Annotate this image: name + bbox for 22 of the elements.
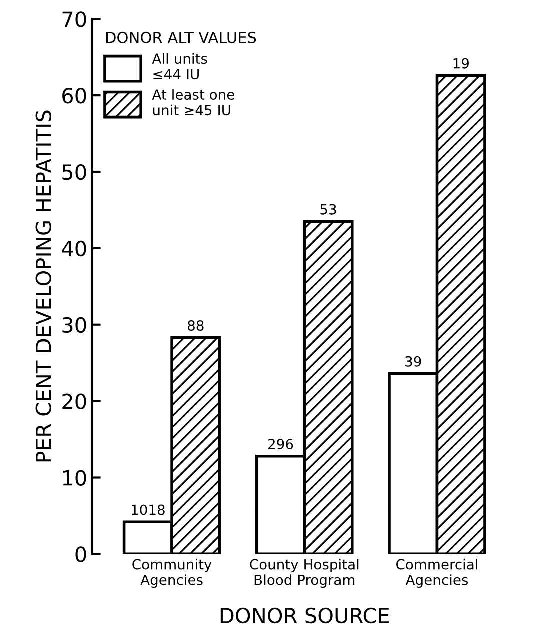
annotation: 1018 (132, 504, 165, 516)
annotation: 53 (320, 204, 336, 215)
x-axis-title: DONOR SOURCE (220, 608, 390, 624)
y-tick-label: 10 (63, 470, 86, 486)
legend-label: At least one unit ≥45 IU (152, 89, 234, 116)
annotation: 296 (268, 438, 294, 450)
y-tick-label: 0 (76, 546, 86, 562)
y-tick-label: 20 (62, 394, 86, 410)
y-tick-label: 60 (62, 88, 86, 104)
x-tick-label: Commercial Agencies (396, 559, 478, 588)
legend-title: DONOR ALT VALUES (106, 32, 256, 44)
y-tick-label: 50 (62, 164, 86, 180)
y-tick-label: 70 (62, 12, 86, 28)
y-axis-title: PER CENT DEVELOPING HEPATITIS (36, 110, 52, 462)
x-tick-label: Community Agencies (132, 559, 212, 588)
annotation: 19 (454, 58, 469, 69)
y-tick-label: 40 (62, 240, 86, 257)
annotation: 88 (188, 320, 204, 332)
legend-label: All units ≤44 IU (152, 53, 208, 80)
annotation: 39 (406, 356, 422, 367)
x-tick-label: County Hospital Blood Program (250, 559, 359, 588)
y-tick-label: 30 (62, 317, 86, 334)
